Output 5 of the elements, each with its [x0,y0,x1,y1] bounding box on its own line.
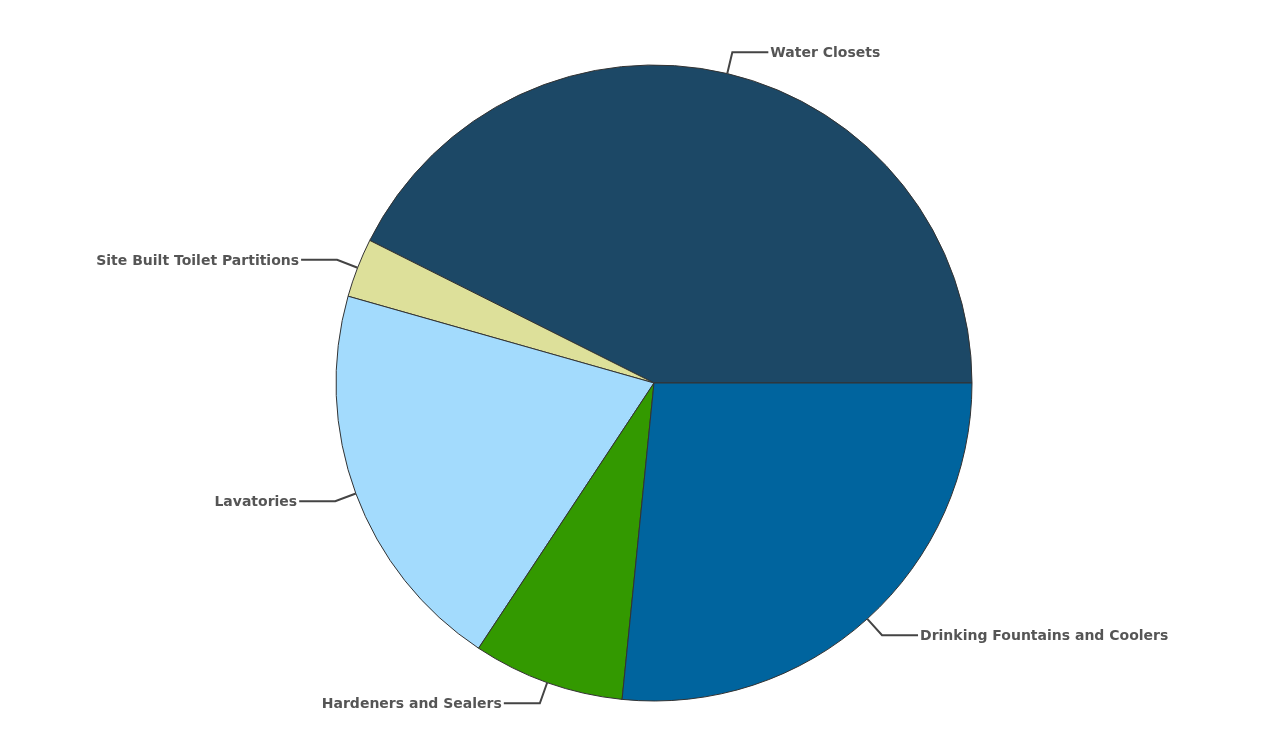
slice-label: Lavatories [214,493,298,510]
slice-label: Water Closets [770,44,881,61]
slice-label: Hardeners and Sealers [321,695,502,712]
slice-label: Drinking Fountains and Coolers [920,627,1169,644]
slice-label: Site Built Toilet Partitions [96,251,300,268]
